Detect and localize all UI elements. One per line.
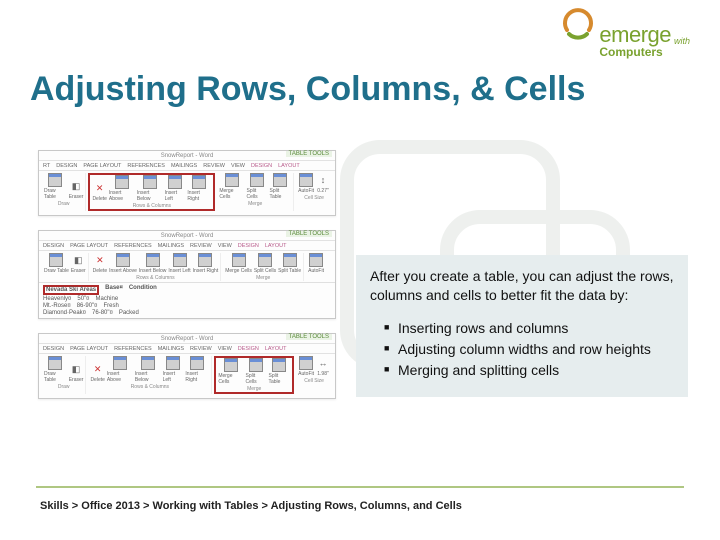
height-field: ↕0.27" xyxy=(316,173,330,194)
group-cell-size: AutoFit ↕0.27" Cell Size xyxy=(296,173,332,211)
table-tools-label: TABLE TOOLS xyxy=(286,151,332,157)
callout-list: Inserting rows and columns Adjusting col… xyxy=(370,319,674,380)
tab: MAILINGS xyxy=(171,163,197,169)
ribbon-3: SnowReport - Word TABLE TOOLS DESIGN PAG… xyxy=(38,333,336,399)
bullet: Merging and splitting cells xyxy=(384,361,674,380)
tab: REFERENCES xyxy=(127,163,165,169)
page-title: Adjusting Rows, Columns, & Cells xyxy=(30,70,585,109)
brand-logo: emerge with Computers xyxy=(561,8,690,58)
tab: PAGE LAYOUT xyxy=(83,163,121,169)
tab: DESIGN xyxy=(56,163,77,169)
insert-above-icon: Insert Above xyxy=(109,175,135,202)
group-rows-cols-highlighted: ✕Delete Insert Above Insert Below Insert… xyxy=(88,173,215,211)
draw-table-icon: Draw Table xyxy=(44,173,67,200)
sample-table: Nevada Ski Areas Base¤ Condition Heavenl… xyxy=(39,282,335,318)
doc-title: SnowReport - Word xyxy=(161,153,214,159)
insert-right-icon: Insert Right xyxy=(187,175,211,202)
split-table-icon: Split Table xyxy=(269,173,291,200)
group-draw: Draw Table ◧Eraser Draw xyxy=(42,173,86,211)
ribbon-screenshots: SnowReport - Word TABLE TOOLS RT DESIGN … xyxy=(38,150,338,399)
ribbon-1: SnowReport - Word TABLE TOOLS RT DESIGN … xyxy=(38,150,336,216)
logo-sub: Computers xyxy=(599,46,690,58)
tab: REVIEW xyxy=(203,163,225,169)
tab: DESIGN xyxy=(251,163,272,169)
group-merge: Merge Cells Split Cells Split Table Merg… xyxy=(217,173,294,211)
bullet: Adjusting column widths and row heights xyxy=(384,340,674,359)
autofit-icon: AutoFit xyxy=(298,173,314,194)
breadcrumb: Skills > Office 2013 > Working with Tabl… xyxy=(40,500,462,512)
ribbon-2: SnowReport - Word TABLE TOOLS DESIGN PAG… xyxy=(38,230,336,319)
footer-divider xyxy=(36,486,684,488)
callout-intro: After you create a table, you can adjust… xyxy=(370,267,674,305)
info-callout: After you create a table, you can adjust… xyxy=(356,255,688,397)
tab: LAYOUT xyxy=(278,163,300,169)
merge-icon: Merge Cells xyxy=(219,173,244,200)
insert-below-icon: Insert Below xyxy=(137,175,163,202)
tab: VIEW xyxy=(231,163,245,169)
tab: RT xyxy=(43,163,50,169)
eraser-icon: ◧Eraser xyxy=(69,179,84,200)
bullet: Inserting rows and columns xyxy=(384,319,674,338)
split-cells-icon: Split Cells xyxy=(247,173,268,200)
logo-arc-icon xyxy=(561,8,595,42)
insert-left-icon: Insert Left xyxy=(165,175,186,202)
logo-text: emerge xyxy=(599,24,671,46)
ribbon-tabs: RT DESIGN PAGE LAYOUT REFERENCES MAILING… xyxy=(39,161,335,171)
delete-icon: ✕Delete xyxy=(92,181,106,202)
group-merge-highlighted: Merge Cells Split Cells Split Table Merg… xyxy=(214,356,294,394)
logo-with: with xyxy=(674,37,690,46)
